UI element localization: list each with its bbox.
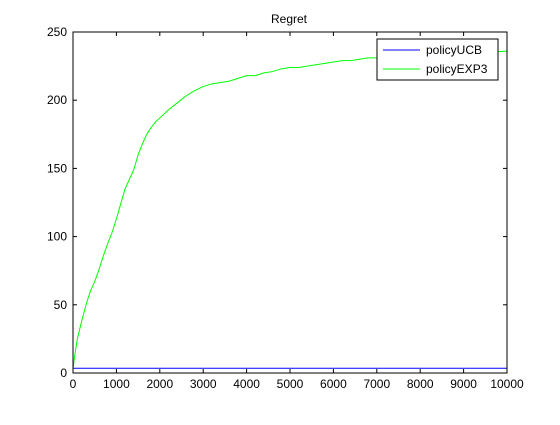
y-tick-label: 250 — [47, 25, 67, 39]
x-tick-label: 9000 — [450, 377, 477, 391]
x-tick-label: 6000 — [320, 377, 347, 391]
axis-layer: 0 1000 2000 3000 4000 5000 6000 7000 8000 9000 100… — [47, 25, 524, 391]
series-line-policyEXP3 — [72, 50, 508, 369]
legend-label: policyEXP3 — [426, 62, 488, 76]
legend: policyUCB policyEXP3 — [376, 38, 499, 81]
series-layer — [72, 50, 508, 369]
y-tick-label: 100 — [47, 230, 67, 244]
chart-title: Regret — [271, 12, 308, 26]
x-tick-label: 2000 — [146, 377, 173, 391]
x-tick-label: 5000 — [277, 377, 304, 391]
x-tick-label: 10000 — [490, 377, 524, 391]
y-tick-label: 200 — [47, 93, 67, 107]
x-tick-label: 7000 — [363, 377, 390, 391]
x-tick-label: 8000 — [407, 377, 434, 391]
y-tick-label: 50 — [54, 298, 68, 312]
plot-area — [73, 32, 507, 373]
x-tick-label: 1000 — [103, 377, 130, 391]
y-tick-label: 150 — [47, 161, 67, 175]
x-tick-label: 0 — [70, 377, 77, 391]
legend-label: policyUCB — [426, 43, 482, 57]
legend-box — [376, 38, 499, 81]
x-tick-label: 4000 — [233, 377, 260, 391]
x-tick-label: 3000 — [190, 377, 217, 391]
y-tick-label: 0 — [60, 366, 67, 380]
